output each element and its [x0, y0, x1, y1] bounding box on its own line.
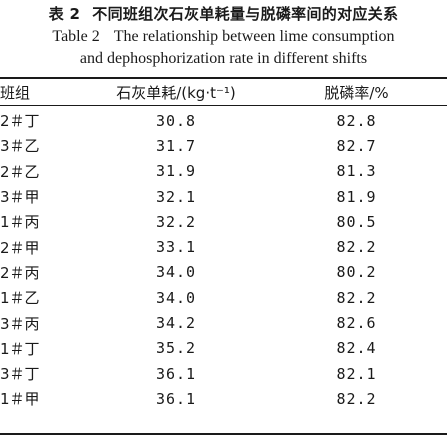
caption-chinese: 表 2 不同班组次石灰单耗量与脱磷率间的对应关系 — [0, 4, 447, 24]
cell-shift: 3＃丁 — [0, 365, 40, 384]
caption-title-en-line1: The relationship between lime consumptio… — [113, 28, 395, 45]
cell-lime-consumption: 35.2 — [155, 339, 197, 358]
cell-lime-consumption: 34.2 — [155, 314, 197, 333]
table-header: 班组 石灰单耗/(kg·t⁻¹) 脱磷率/% — [0, 80, 447, 104]
caption-title-cn: 不同班组次石灰单耗量与脱磷率间的对应关系 — [92, 5, 399, 23]
cell-shift: 3＃乙 — [0, 137, 40, 156]
cell-lime-consumption: 31.7 — [155, 136, 197, 155]
cell-shift: 2＃丁 — [0, 112, 40, 131]
table-row: 1＃乙 34.0 82.2 — [0, 285, 447, 310]
cell-lime-consumption: 33.1 — [155, 238, 197, 257]
table-row: 3＃甲 32.1 81.9 — [0, 184, 447, 209]
table-row: 3＃丙 34.2 82.6 — [0, 310, 447, 335]
cell-lime-consumption: 36.1 — [155, 364, 197, 383]
cell-dephosphorization-rate: 82.2 — [336, 288, 377, 307]
cell-dephosphorization-rate: 81.9 — [336, 187, 377, 206]
table-row: 2＃丙 34.0 80.2 — [0, 260, 447, 285]
table-row: 2＃丁 30.8 82.8 — [0, 108, 447, 133]
header-shift: 班组 — [0, 83, 31, 102]
cell-dephosphorization-rate: 80.5 — [336, 212, 377, 231]
caption-english-line1: Table 2 The relationship between lime con… — [0, 27, 447, 47]
cell-dephosphorization-rate: 81.3 — [336, 162, 377, 181]
cell-dephosphorization-rate: 82.2 — [336, 389, 377, 408]
cell-lime-consumption: 36.1 — [155, 389, 197, 408]
cell-dephosphorization-rate: 82.2 — [336, 238, 377, 257]
cell-dephosphorization-rate: 82.7 — [336, 136, 377, 155]
table-bottom-rule — [0, 433, 447, 435]
cell-dephosphorization-rate: 80.2 — [336, 263, 377, 282]
cell-shift: 1＃乙 — [0, 289, 40, 308]
cell-dephosphorization-rate: 82.1 — [336, 364, 377, 383]
cell-lime-consumption: 34.0 — [155, 288, 197, 307]
cell-shift: 2＃甲 — [0, 238, 40, 257]
cell-lime-consumption: 32.1 — [155, 187, 197, 206]
cell-lime-consumption: 30.8 — [155, 111, 197, 130]
table-row: 3＃丁 36.1 82.1 — [0, 361, 447, 386]
cell-shift: 3＃丙 — [0, 314, 40, 333]
table-row: 3＃乙 31.7 82.7 — [0, 133, 447, 158]
cell-shift: 1＃甲 — [0, 390, 40, 409]
cell-shift: 3＃甲 — [0, 188, 40, 207]
cell-lime-consumption: 34.0 — [155, 263, 197, 282]
cell-dephosphorization-rate: 82.6 — [336, 314, 377, 333]
caption-label-cn: 表 2 — [48, 5, 81, 23]
header-lime-consumption: 石灰单耗/(kg·t⁻¹) — [116, 83, 236, 102]
caption-english-line2: and dephosphorization rate in different … — [79, 50, 368, 67]
cell-lime-consumption: 31.9 — [155, 162, 197, 181]
table-top-rule — [0, 77, 447, 79]
cell-shift: 2＃乙 — [0, 162, 40, 181]
cell-shift: 1＃丁 — [0, 339, 40, 358]
table-row: 2＃甲 33.1 82.2 — [0, 234, 447, 259]
table-body: 2＃丁 30.8 82.8 3＃乙 31.7 82.7 2＃乙 31.9 81.3 3＃甲 32.1… — [0, 108, 447, 412]
cell-shift: 1＃丙 — [0, 213, 40, 232]
table-row: 1＃丙 32.2 80.5 — [0, 209, 447, 234]
table-header-rule — [0, 105, 447, 106]
cell-shift: 2＃丙 — [0, 263, 40, 282]
caption-label-en: Table 2 — [52, 28, 100, 45]
cell-dephosphorization-rate: 82.8 — [336, 111, 377, 130]
header-dephosphorization-rate: 脱磷率/% — [324, 83, 389, 102]
header-row: 班组 石灰单耗/(kg·t⁻¹) 脱磷率/% — [0, 80, 447, 104]
table-row: 1＃丁 35.2 82.4 — [0, 336, 447, 361]
cell-lime-consumption: 32.2 — [155, 212, 197, 231]
table-row: 2＃乙 31.9 81.3 — [0, 159, 447, 184]
table-row: 1＃甲 36.1 82.2 — [0, 386, 447, 411]
cell-dephosphorization-rate: 82.4 — [336, 339, 377, 358]
